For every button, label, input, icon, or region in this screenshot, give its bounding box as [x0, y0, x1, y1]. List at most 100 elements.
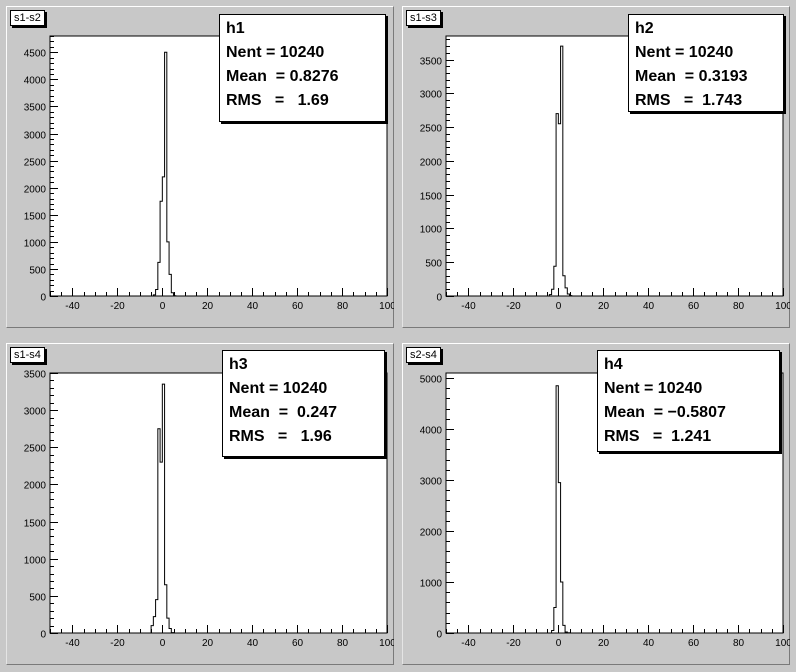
y-tick-label: 1000 — [24, 556, 47, 567]
histogram-bin — [565, 632, 567, 633]
x-tick-label: 20 — [598, 301, 610, 312]
pad-s1-s4[interactable]: 0 500 1000 1500 2000 2500 3000 3500 -40 -20 0 20 40 6… — [6, 343, 394, 665]
histogram-bin — [558, 124, 560, 296]
histogram-bin — [563, 625, 565, 633]
stats-box[interactable]: h3 Nent = 10240 Mean = 0.247 RMS = 1.96 — [222, 350, 385, 457]
y-tick-label: 3000 — [24, 407, 47, 418]
y-tick-label: 3500 — [24, 103, 47, 114]
histogram-bin — [167, 242, 169, 296]
x-tick-label: 60 — [292, 301, 304, 312]
stats-name: h1 — [226, 20, 245, 37]
histogram-bin — [156, 290, 158, 297]
histogram-bin — [165, 52, 167, 296]
histogram-bin — [171, 293, 173, 296]
y-tick-label: 500 — [29, 593, 46, 604]
histogram-bin — [167, 618, 169, 633]
y-tick-label: 1000 — [420, 225, 443, 236]
pad-bevel-light — [402, 6, 790, 328]
y-tick-label: 500 — [425, 259, 442, 270]
stats-box[interactable]: h1 Nent = 10240 Mean = 0.8276 RMS = 1.69 — [219, 14, 386, 122]
histogram-bin — [556, 386, 558, 633]
y-tick-label: 3500 — [24, 370, 47, 381]
histogram-bin — [165, 585, 167, 633]
y-tick-label: 0 — [40, 630, 46, 641]
x-tick-label: -20 — [110, 301, 125, 312]
histogram-bin — [160, 201, 162, 296]
stats-name: h4 — [604, 356, 623, 373]
y-tick-label: 1000 — [420, 579, 443, 590]
x-tick-label: 100 — [379, 638, 394, 649]
stats-entries: Nent = 10240 — [229, 380, 328, 397]
stats-box[interactable]: h4 Nent = 10240 Mean = −0.5807 RMS = 1.2… — [597, 350, 780, 452]
y-tick-label: 500 — [29, 266, 46, 277]
x-tick-label: -40 — [65, 301, 80, 312]
histogram-bin — [565, 288, 567, 296]
x-tick-label: -20 — [506, 638, 521, 649]
y-tick-label: 2500 — [24, 444, 47, 455]
x-tick-label: 20 — [202, 301, 214, 312]
pad-bevel-light — [6, 343, 394, 665]
x-tick-label: 60 — [688, 301, 700, 312]
x-tick-label: -20 — [110, 638, 125, 649]
x-tick-label: 40 — [247, 638, 259, 649]
histogram-bin — [556, 114, 558, 296]
y-tick-label: 1500 — [24, 212, 47, 223]
histogram-bin — [552, 630, 554, 633]
histogram-bin — [554, 266, 556, 296]
pad-s1-s3[interactable]: 0 500 1000 1500 2000 2500 3000 3500 -40 -20 0 20 40 6… — [402, 6, 790, 328]
pad-title: s1-s3 — [406, 10, 441, 26]
y-tick-label: 1500 — [24, 519, 47, 530]
histogram-bin — [151, 626, 153, 633]
histogram-plot: 0 500 1000 1500 2000 2500 3000 3500 -40 -20 0 20 40 6… — [402, 6, 790, 328]
histogram-bin — [153, 617, 155, 633]
x-tick-label: 80 — [733, 638, 745, 649]
x-tick-label: -40 — [65, 638, 80, 649]
stats-mean: Mean = 0.8276 — [226, 68, 339, 85]
x-tick-label: 80 — [337, 301, 349, 312]
histogram-bin — [567, 294, 569, 296]
x-tick-label: 0 — [160, 638, 166, 649]
y-tick-label: 2000 — [24, 481, 47, 492]
stats-box[interactable]: h2 Nent = 10240 Mean = 0.3193 RMS = 1.74… — [628, 14, 784, 112]
histogram-bin — [561, 582, 563, 633]
stats-rms: RMS = 1.69 — [226, 92, 329, 109]
y-tick-label: 2500 — [24, 158, 47, 169]
y-tick-label: 5000 — [420, 375, 443, 386]
histogram-bin — [153, 295, 155, 296]
stats-mean: Mean = −0.5807 — [604, 404, 726, 421]
histogram-bin — [552, 289, 554, 296]
stats-rms: RMS = 1.241 — [604, 428, 712, 445]
pad-s1-s2[interactable]: 0 500 1000 1500 2000 2500 3000 3500 4000 4500 -40-… — [6, 6, 394, 328]
x-tick-label: 60 — [688, 638, 700, 649]
y-tick-label: 3000 — [420, 90, 443, 101]
pad-bevel-light — [402, 343, 790, 665]
stats-rms: RMS = 1.743 — [635, 92, 743, 109]
pad-bevel-light — [6, 6, 394, 328]
pad-title: s1-s2 — [10, 10, 45, 26]
histogram-bin — [558, 483, 560, 633]
histogram-line — [549, 385, 571, 634]
x-tick-label: 20 — [202, 638, 214, 649]
y-tick-label: 4000 — [420, 426, 443, 437]
histogram-bin — [554, 608, 556, 633]
y-tick-label: 3500 — [420, 57, 443, 68]
histogram-bin — [162, 177, 164, 296]
y-tick-label: 4000 — [24, 76, 47, 87]
histogram-bin — [549, 295, 551, 296]
histogram-bin — [160, 462, 162, 633]
y-tick-label: 4500 — [24, 49, 47, 60]
y-tick-label: 0 — [436, 630, 442, 641]
y-tick-label: 2000 — [24, 185, 47, 196]
histogram-bin — [162, 384, 164, 633]
x-tick-label: 40 — [643, 638, 655, 649]
histogram-bin — [158, 262, 160, 296]
pad-title: s1-s4 — [10, 347, 45, 363]
x-tick-label: -20 — [506, 301, 521, 312]
pad-s2-s4[interactable]: 0 1000 2000 3000 4000 5000 -40 -20 0 20 40 60 80 100 … — [402, 343, 790, 665]
x-tick-label: 40 — [247, 301, 259, 312]
y-tick-label: 1000 — [24, 239, 47, 250]
x-tick-label: 80 — [337, 638, 349, 649]
x-tick-label: -40 — [461, 638, 476, 649]
pad-bevel-dark — [6, 343, 394, 665]
